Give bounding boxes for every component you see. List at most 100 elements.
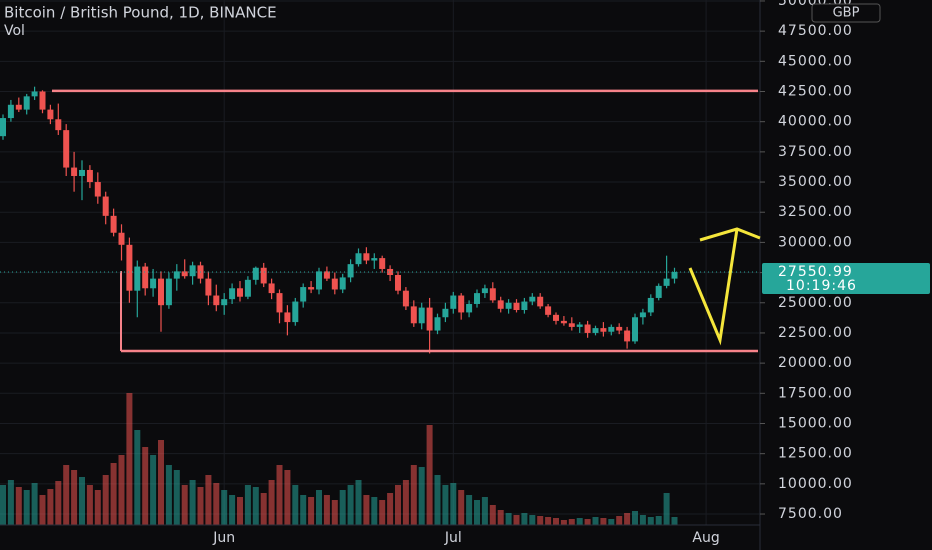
volume-bar: [624, 513, 631, 525]
volume-bar: [402, 480, 409, 525]
volume-bar: [347, 485, 354, 525]
volume-bar: [86, 485, 93, 525]
candle-body: [276, 293, 283, 313]
volume-bar: [39, 495, 46, 525]
candle-body: [7, 104, 14, 119]
volume-bar: [600, 518, 607, 525]
candle-body: [347, 264, 354, 278]
candle-body: [221, 299, 228, 306]
candle-body: [553, 314, 559, 321]
candle-body: [529, 296, 536, 302]
candle-body: [395, 275, 401, 291]
candle-body: [671, 271, 678, 279]
candle-body: [632, 317, 638, 342]
candle-body: [450, 295, 457, 309]
overlay-layer: [0, 89, 760, 353]
candle-body: [165, 278, 172, 306]
candle-body: [521, 301, 528, 311]
currency: GBP: [833, 6, 860, 21]
candle-body: [268, 283, 275, 294]
volume-bar: [118, 455, 125, 525]
volume-bar: [545, 517, 552, 525]
candle-body: [126, 244, 133, 291]
candle-body: [292, 301, 299, 323]
volume-bar: [126, 393, 133, 525]
volume-bar: [560, 520, 567, 525]
candle-body: [229, 288, 236, 300]
volume-bar: [79, 477, 85, 525]
volume-bar: [173, 470, 180, 525]
candle-body: [568, 323, 575, 327]
y-tick-label: 35000.00: [778, 174, 853, 190]
volume-bar: [142, 447, 149, 525]
candle-body: [237, 288, 243, 297]
volume-bar: [150, 455, 157, 525]
volume-bar: [213, 483, 220, 525]
y-tick-label: 17500.00: [778, 385, 853, 401]
candle-body: [55, 119, 62, 131]
volume-bar: [671, 517, 678, 525]
candle-body: [252, 267, 259, 280]
candle-body: [339, 277, 346, 290]
volume-layer: [0, 393, 678, 525]
volume-bar: [355, 480, 362, 525]
candle-body: [110, 215, 117, 233]
candle-body: [150, 278, 157, 289]
volume-bar: [158, 440, 164, 525]
candle-body: [584, 324, 591, 333]
y-tick-label: 30000.00: [778, 234, 853, 250]
volume-bar: [592, 517, 599, 525]
candle-body: [537, 296, 544, 307]
volume-bar: [316, 490, 322, 525]
volume-bar: [205, 475, 212, 525]
x-tick-label: Aug: [692, 530, 719, 546]
candle-body: [505, 302, 512, 309]
volume-bar: [47, 489, 54, 525]
y-tick-label: 7500.00: [778, 506, 843, 522]
y-tick-label: 32500.00: [778, 204, 853, 220]
candle-body: [134, 266, 141, 291]
volume-bar: [284, 470, 291, 525]
volume-bar: [0, 485, 6, 525]
volume-bar: [15, 487, 22, 525]
candle-body: [442, 308, 449, 318]
volume-bar: [505, 513, 512, 525]
volume-bar: [189, 480, 196, 525]
volume-bar: [410, 465, 417, 525]
candle-body: [560, 320, 567, 324]
candle-body: [371, 258, 378, 261]
volume-bar: [474, 500, 480, 525]
candle-body: [0, 118, 6, 137]
candle-body: [213, 295, 220, 306]
last-price-label: 27550.99: [778, 264, 853, 280]
candle-body: [402, 290, 409, 307]
volume-bar: [339, 490, 346, 525]
candle-body: [331, 278, 338, 290]
volume-bar: [426, 425, 433, 525]
y-tick-label: 37500.00: [778, 144, 853, 160]
y-tick-label: 22500.00: [778, 325, 853, 341]
drawn-arrow-head: [699, 227, 761, 242]
candle-body: [592, 328, 599, 333]
drawn-arrow: [688, 228, 739, 346]
y-tick-label: 45000.00: [778, 53, 853, 69]
volume-bar: [568, 519, 575, 525]
candle-body: [189, 265, 196, 277]
candle-body: [102, 196, 109, 216]
candle-body: [576, 324, 583, 327]
candle-body: [71, 167, 78, 177]
volume-bar: [55, 481, 62, 525]
candle-body: [624, 330, 631, 342]
candle-body: [47, 109, 54, 120]
volume-bar: [268, 480, 275, 525]
volume-bar: [576, 518, 583, 525]
volume-bar: [63, 465, 70, 525]
candle-body: [118, 232, 125, 245]
volume-bar: [632, 511, 638, 525]
candle-body: [86, 169, 93, 183]
volume-bar: [553, 518, 559, 525]
volume-bar: [616, 516, 623, 525]
candle-body: [316, 271, 322, 290]
volume-bar: [529, 515, 536, 525]
candle-body: [639, 312, 646, 318]
